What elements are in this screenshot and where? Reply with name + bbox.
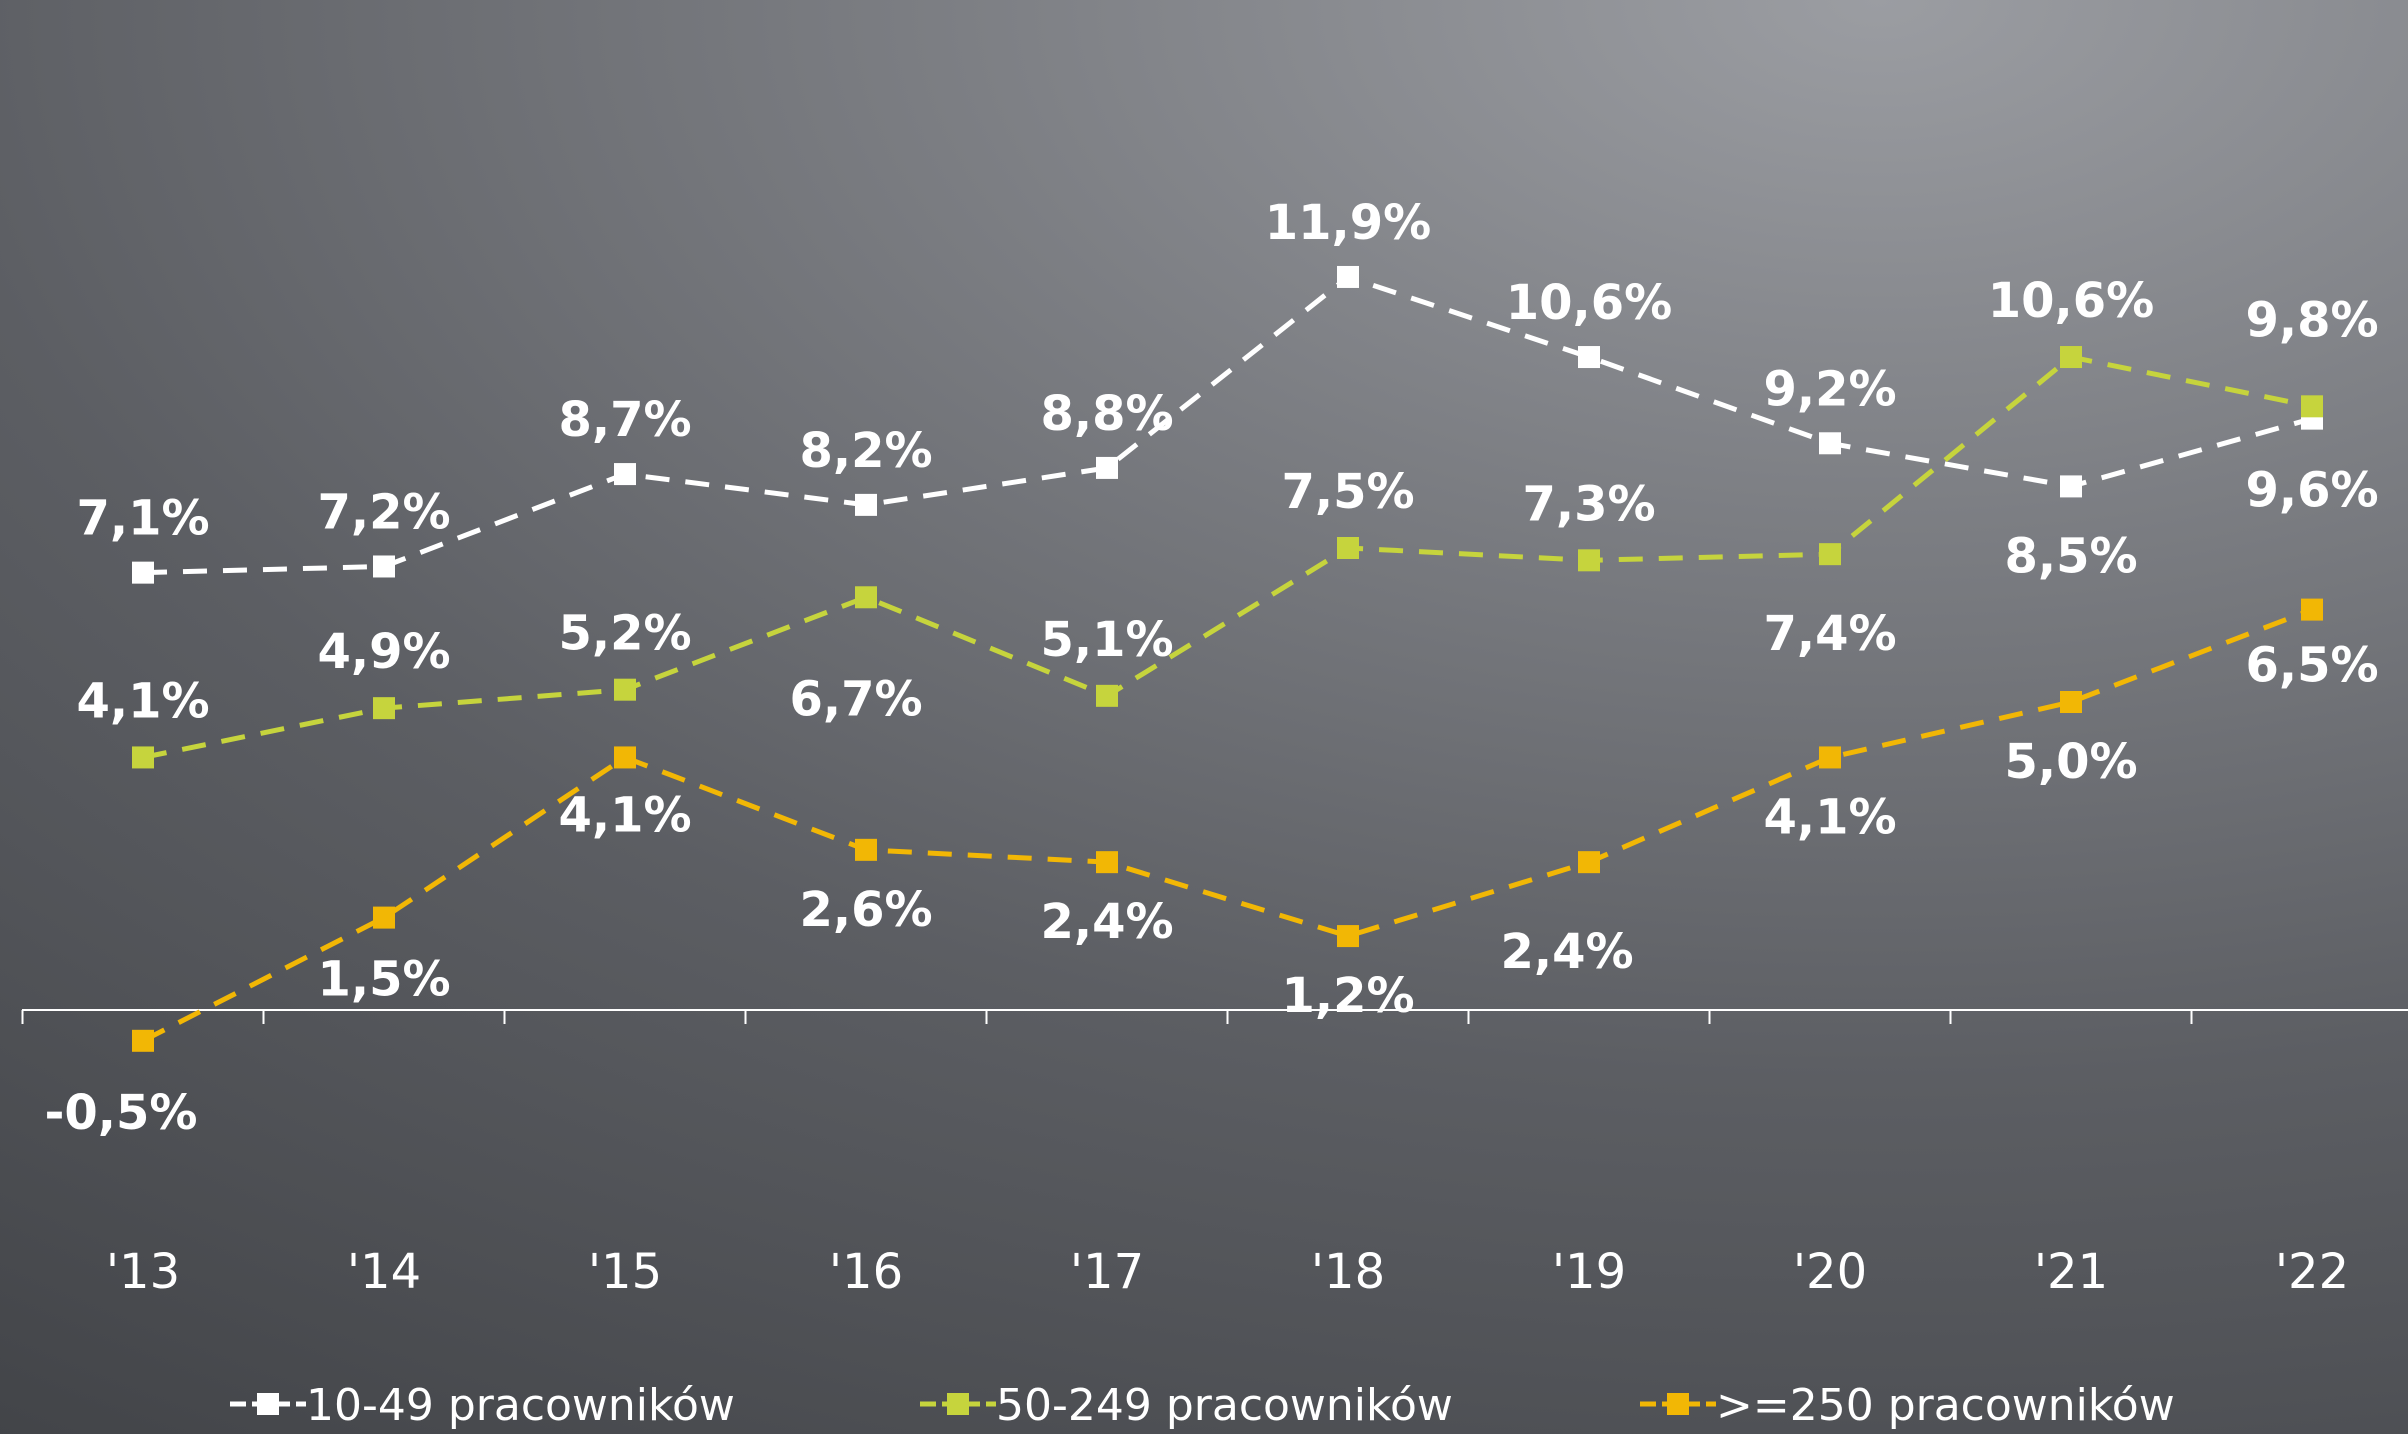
legend-swatch-marker <box>1667 1393 1689 1415</box>
data-point <box>1096 456 1118 479</box>
series-line <box>142 354 2313 760</box>
data-label: 7,4% <box>1763 606 1896 662</box>
data-label: 5,0% <box>2004 734 2137 790</box>
legend-label: 10-49 pracowników <box>306 1380 735 1431</box>
data-label: 6,7% <box>789 671 922 727</box>
x-tick-label: '15 <box>588 1244 662 1300</box>
x-tick-label: '22 <box>2275 1244 2349 1300</box>
data-label: -0,5% <box>44 1085 197 1141</box>
x-tick-label: '18 <box>1311 1244 1385 1300</box>
data-label: 2,4% <box>1500 924 1633 980</box>
data-point <box>1578 549 1600 572</box>
data-label: 8,8% <box>1040 386 1173 442</box>
data-point <box>1819 432 1841 455</box>
series-3 <box>132 598 2323 1052</box>
data-point <box>373 906 395 929</box>
legend-swatch-marker <box>257 1393 279 1415</box>
data-label: 1,5% <box>317 952 450 1008</box>
x-tick-label: '13 <box>106 1244 180 1300</box>
x-tick-label: '17 <box>1070 1244 1144 1300</box>
data-label: 4,9% <box>317 624 450 680</box>
data-point <box>132 561 154 584</box>
data-point <box>614 463 636 486</box>
data-point <box>855 838 877 861</box>
data-point <box>1578 346 1600 369</box>
data-label: 8,2% <box>799 423 932 479</box>
data-point <box>1819 746 1841 769</box>
data-point <box>132 746 154 769</box>
data-point <box>2060 475 2082 498</box>
data-point <box>855 586 877 609</box>
legend-item: 50-249 pracowników <box>920 1380 1453 1431</box>
legend-label: >=250 pracowników <box>1716 1380 2175 1431</box>
x-tick-label: '21 <box>2034 1244 2108 1300</box>
legend-item: 10-49 pracowników <box>230 1380 735 1431</box>
data-point <box>2060 691 2082 713</box>
data-label: 4,1% <box>76 673 209 729</box>
data-label: 7,3% <box>1522 476 1655 532</box>
series-line <box>141 607 2313 1044</box>
x-tick-label: '16 <box>829 1244 903 1300</box>
legend-swatch-marker <box>947 1393 969 1415</box>
data-label: 4,1% <box>1763 789 1896 845</box>
data-label: 7,2% <box>317 484 450 540</box>
data-label: 7,5% <box>1281 464 1414 520</box>
series-2 <box>132 346 2323 769</box>
data-point <box>1337 265 1359 288</box>
data-label: 11,9% <box>1265 195 1432 251</box>
x-tick-label: '14 <box>347 1244 421 1300</box>
x-tick-label: '19 <box>1552 1244 1626 1300</box>
data-label: 1,2% <box>1281 968 1414 1024</box>
data-label: 7,1% <box>76 491 209 547</box>
data-point <box>1578 851 1600 874</box>
data-point <box>614 746 636 769</box>
data-point <box>614 678 636 701</box>
data-label: 9,6% <box>2245 463 2378 519</box>
data-point <box>1337 537 1359 559</box>
data-point <box>2301 598 2323 621</box>
data-label: 8,5% <box>2004 528 2137 584</box>
data-label: 10,6% <box>1988 273 2155 329</box>
data-label: 2,6% <box>799 882 932 938</box>
series-1 <box>132 265 2323 584</box>
data-label: 9,2% <box>1763 361 1896 417</box>
data-label: 8,7% <box>558 392 691 448</box>
data-label: 10,6% <box>1506 275 1673 331</box>
data-point <box>2060 346 2082 369</box>
data-label: 5,1% <box>1040 612 1173 668</box>
data-label: 5,2% <box>558 606 691 662</box>
data-point <box>373 555 395 578</box>
data-point <box>373 697 395 720</box>
data-label: 6,5% <box>2245 638 2378 694</box>
data-point <box>1096 851 1118 874</box>
legend-label: 50-249 pracowników <box>996 1380 1453 1431</box>
data-point <box>1096 684 1118 707</box>
data-point <box>1337 925 1359 948</box>
x-tick-label: '20 <box>1793 1244 1867 1300</box>
data-point <box>132 1029 154 1052</box>
legend-item: >=250 pracowników <box>1640 1380 2175 1431</box>
data-label: 9,8% <box>2245 292 2378 348</box>
data-point <box>2301 395 2323 418</box>
data-label: 4,1% <box>558 787 691 843</box>
data-point <box>1819 543 1841 566</box>
data-point <box>855 493 877 516</box>
data-label: 2,4% <box>1040 894 1173 950</box>
series-line <box>142 274 2313 576</box>
